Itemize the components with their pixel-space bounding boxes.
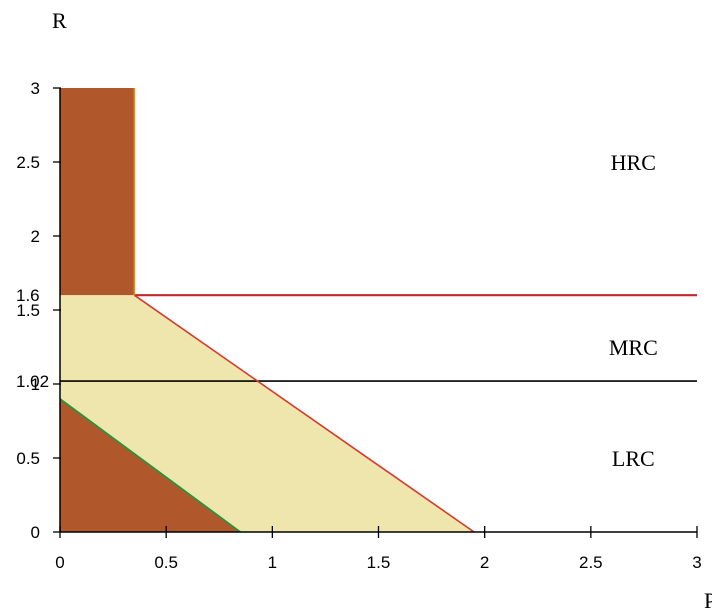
y-tick-label: 1 [31,375,40,394]
line-upper-diagonal [133,294,475,533]
y-tick-label: 2.5 [16,153,40,172]
region-middle-band [60,295,475,532]
y-marker-label: 1.6 [16,286,40,305]
y-axis-label: R [52,8,67,33]
region-annotation-lrc: LRC [612,446,655,471]
lines-layer [59,88,697,533]
x-tick-label: 0.5 [154,553,178,572]
y-tick-label: 2 [31,227,40,246]
y-marker-label: 1.02 [16,372,49,391]
regions-layer [60,88,475,532]
y-tick-label: 3 [31,79,40,98]
y-tick-label: 0.5 [16,449,40,468]
annotations-layer: HRC MRC LRC [609,150,658,471]
y-tick-label: 1.5 [16,301,40,320]
region-upper-left-block [60,88,135,296]
x-tick-label: 2 [480,553,489,572]
x-axis-label: P [704,588,712,613]
ticks-layer [53,87,698,538]
x-tick-label: 0 [55,553,64,572]
region-annotation-hrc: HRC [611,150,656,175]
x-tick-label: 1 [268,553,277,572]
y-tick-label: 0 [31,523,40,542]
x-tick-label: 3 [692,553,701,572]
tick-labels-layer: 0 0.5 1 1.5 2 2.5 3 0 0.5 1 1.5 2 2.5 3 1.6 1.02 [16,79,702,572]
x-tick-label: 1.5 [367,553,391,572]
region-annotation-mrc: MRC [609,335,658,360]
line-lower-diagonal [59,398,241,533]
x-tick-label: 2.5 [579,553,603,572]
